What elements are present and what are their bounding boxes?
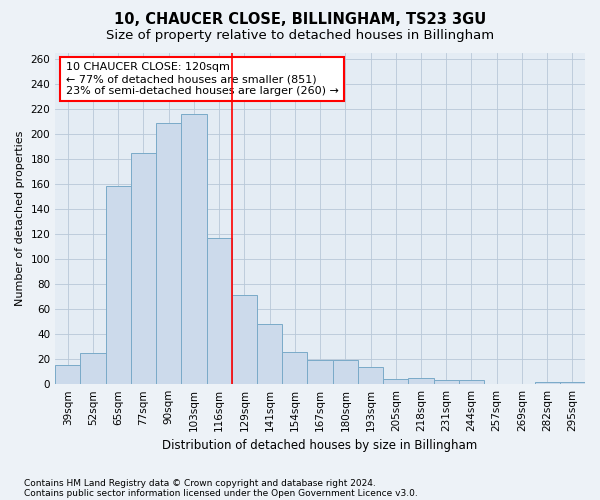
Bar — [257, 324, 282, 384]
Y-axis label: Number of detached properties: Number of detached properties — [15, 130, 25, 306]
Bar — [232, 296, 257, 384]
X-axis label: Distribution of detached houses by size in Billingham: Distribution of detached houses by size … — [163, 440, 478, 452]
Bar — [282, 352, 307, 384]
Bar — [156, 122, 181, 384]
Bar — [434, 380, 459, 384]
Bar — [358, 366, 383, 384]
Text: Size of property relative to detached houses in Billingham: Size of property relative to detached ho… — [106, 29, 494, 42]
Bar — [131, 152, 156, 384]
Bar — [383, 379, 409, 384]
Bar — [206, 238, 232, 384]
Bar — [409, 378, 434, 384]
Bar — [459, 380, 484, 384]
Bar — [307, 360, 332, 384]
Bar — [106, 186, 131, 384]
Text: 10 CHAUCER CLOSE: 120sqm
← 77% of detached houses are smaller (851)
23% of semi-: 10 CHAUCER CLOSE: 120sqm ← 77% of detach… — [66, 62, 338, 96]
Bar — [181, 114, 206, 384]
Bar — [80, 353, 106, 384]
Text: 10, CHAUCER CLOSE, BILLINGHAM, TS23 3GU: 10, CHAUCER CLOSE, BILLINGHAM, TS23 3GU — [114, 12, 486, 28]
Bar — [55, 366, 80, 384]
Bar — [332, 360, 358, 384]
Text: Contains HM Land Registry data © Crown copyright and database right 2024.: Contains HM Land Registry data © Crown c… — [24, 478, 376, 488]
Bar — [535, 382, 560, 384]
Bar — [560, 382, 585, 384]
Text: Contains public sector information licensed under the Open Government Licence v3: Contains public sector information licen… — [24, 488, 418, 498]
